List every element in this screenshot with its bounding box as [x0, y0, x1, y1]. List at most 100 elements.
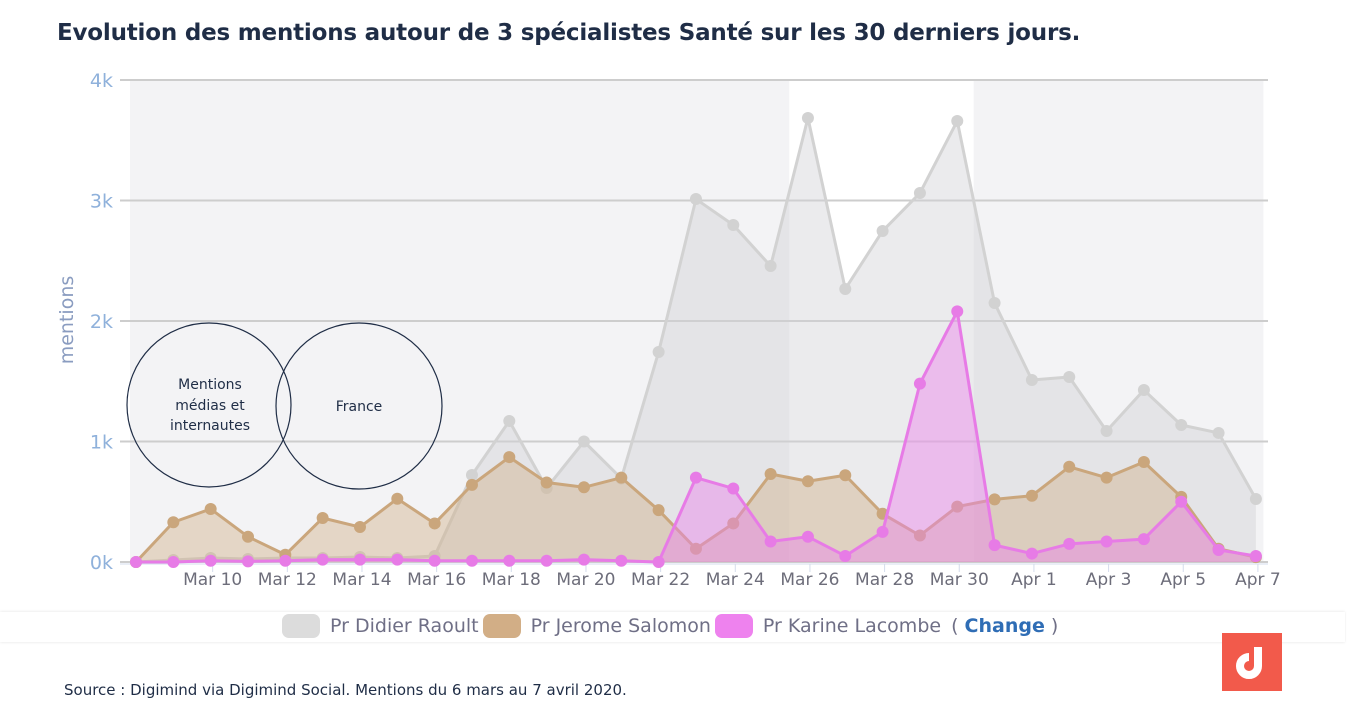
point-lacombe[interactable]: Pr Karine Lacombe — Mar 22: 0 [652, 556, 665, 568]
x-tick-label: Apr 7 [1235, 570, 1281, 590]
x-tick-label: Apr 1 [1011, 570, 1057, 590]
point-salomon[interactable]: Pr Jerome Salomon — Mar 18: 870 [503, 451, 516, 464]
point-salomon[interactable]: Pr Jerome Salomon — Mar 11: 210 [241, 530, 254, 543]
point-lacombe[interactable]: Pr Karine Lacombe — Apr 4: 190 [1137, 533, 1150, 546]
point-salomon[interactable]: Pr Jerome Salomon — Mar 9: 330 [167, 516, 180, 529]
venn-circle-left [126, 322, 292, 488]
point-salomon[interactable]: Pr Jerome Salomon — Mar 19: 660 [540, 476, 553, 489]
point-raoult[interactable]: Pr Didier Raoult — Mar 25: 2456 [764, 260, 777, 273]
point-lacombe[interactable]: Pr Karine Lacombe — Mar 9: 0 [167, 556, 180, 568]
point-salomon[interactable]: Pr Jerome Salomon — Mar 27: 720 [839, 469, 852, 482]
point-raoult[interactable]: Pr Didier Raoult — Apr 7: 523 [1249, 492, 1262, 505]
point-raoult[interactable]: Pr Didier Raoult — Mar 22: 1743 [652, 345, 665, 358]
point-salomon[interactable]: Pr Jerome Salomon — Mar 26: 670 [801, 475, 814, 488]
x-tick-label: Mar 14 [332, 570, 391, 590]
legend-label-lacombe: Pr Karine Lacombe [762, 615, 942, 637]
point-raoult[interactable]: Pr Didier Raoult — Apr 3: 1087 [1100, 425, 1113, 438]
point-salomon[interactable]: Pr Jerome Salomon — Apr 4: 830 [1137, 455, 1150, 468]
x-tick-label: Mar 16 [407, 570, 466, 590]
point-raoult[interactable]: Pr Didier Raoult — Mar 29: 3062 [913, 187, 926, 200]
point-salomon[interactable]: Pr Jerome Salomon — Mar 29: 220 [913, 529, 926, 542]
point-lacombe[interactable]: Pr Karine Lacombe — Apr 6: 100 [1212, 543, 1225, 556]
x-tick-label: Mar 28 [855, 570, 914, 590]
point-raoult[interactable]: Pr Didier Raoult — Apr 5: 1137 [1175, 418, 1188, 431]
y-tick-label: 2k [90, 311, 113, 333]
point-salomon[interactable]: Pr Jerome Salomon — Mar 23: 110 [689, 542, 702, 555]
point-raoult[interactable]: Pr Didier Raoult — Mar 30: 3660 [951, 114, 964, 127]
point-lacombe[interactable]: Pr Karine Lacombe — Mar 10: 10 [204, 554, 217, 567]
point-lacombe[interactable]: Pr Karine Lacombe — Mar 17: 10 [465, 554, 478, 567]
point-raoult[interactable]: Pr Didier Raoult — Mar 26: 3685 [801, 111, 814, 124]
point-lacombe[interactable]: Pr Karine Lacombe — Mar 31: 140 [988, 539, 1001, 552]
legend-item-raoult[interactable]: Pr Didier Raoult [282, 614, 479, 638]
point-raoult[interactable]: Pr Didier Raoult — Mar 31: 2149 [988, 297, 1001, 310]
point-salomon[interactable]: Pr Jerome Salomon — Mar 31: 520 [988, 493, 1001, 506]
point-lacombe[interactable]: Pr Karine Lacombe — Mar 21: 10 [615, 554, 628, 567]
point-raoult[interactable]: Pr Didier Raoult — Mar 24: 2797 [727, 218, 740, 231]
point-salomon[interactable]: Pr Jerome Salomon — Apr 2: 790 [1063, 460, 1076, 473]
point-salomon[interactable]: Pr Jerome Salomon — Mar 16: 320 [428, 517, 441, 530]
source-note: Source : Digimind via Digimind Social. M… [64, 681, 627, 699]
point-salomon[interactable]: Pr Jerome Salomon — Mar 22: 430 [652, 504, 665, 517]
point-lacombe[interactable]: Pr Karine Lacombe — Apr 3: 170 [1100, 535, 1113, 548]
point-lacombe[interactable]: Pr Karine Lacombe — Mar 20: 20 [577, 553, 590, 566]
point-raoult[interactable]: Pr Didier Raoult — Mar 28: 2747 [876, 224, 889, 237]
point-salomon[interactable]: Pr Jerome Salomon — Apr 3: 700 [1100, 471, 1113, 484]
change-paren-close: ) [1050, 615, 1059, 637]
point-raoult[interactable]: Pr Didier Raoult — Apr 2: 1535 [1063, 371, 1076, 384]
y-axis: 0k 1k 2k 3k 4k [90, 70, 113, 574]
point-salomon[interactable]: Pr Jerome Salomon — Mar 17: 640 [465, 478, 478, 491]
point-salomon[interactable]: Pr Jerome Salomon — Mar 15: 525 [391, 492, 404, 505]
legend-item-lacombe[interactable]: Pr Karine Lacombe [714, 614, 942, 638]
point-lacombe[interactable]: Pr Karine Lacombe — Mar 25: 170 [764, 535, 777, 548]
point-raoult[interactable]: Pr Didier Raoult — Mar 18: 1170 [503, 415, 516, 428]
point-lacombe[interactable]: Pr Karine Lacombe — Mar 27: 50 [839, 549, 852, 562]
point-lacombe[interactable]: Pr Karine Lacombe — Apr 5: 500 [1175, 495, 1188, 508]
point-lacombe[interactable]: Pr Karine Lacombe — Mar 16: 10 [428, 554, 441, 567]
point-salomon[interactable]: Pr Jerome Salomon — Mar 20: 620 [577, 481, 590, 494]
point-lacombe[interactable]: Pr Karine Lacombe — Mar 28: 250 [876, 525, 889, 538]
point-lacombe[interactable]: Pr Karine Lacombe — Mar 15: 20 [391, 553, 404, 566]
area-salomon [136, 457, 1256, 562]
point-raoult[interactable]: Pr Didier Raoult — Mar 17: 722 [465, 468, 478, 481]
point-raoult[interactable]: Pr Didier Raoult — Apr 1: 1510 [1025, 374, 1038, 387]
point-lacombe[interactable]: Pr Karine Lacombe — Mar 19: 10 [540, 554, 553, 567]
point-lacombe[interactable]: Pr Karine Lacombe — Mar 24: 610 [727, 482, 740, 495]
point-lacombe[interactable]: Pr Karine Lacombe — Apr 1: 70 [1025, 547, 1038, 560]
point-lacombe[interactable]: Pr Karine Lacombe — Mar 11: 5 [241, 555, 254, 568]
venn-circle-right [275, 322, 443, 490]
point-lacombe[interactable]: Pr Karine Lacombe — Mar 29: 1480 [913, 377, 926, 390]
point-salomon[interactable]: Pr Jerome Salomon — Mar 14: 290 [353, 521, 366, 534]
point-raoult[interactable]: Pr Didier Raoult — Mar 23: 3012 [689, 193, 702, 206]
legend-item-salomon[interactable]: Pr Jerome Salomon [482, 614, 711, 638]
point-lacombe[interactable]: Pr Karine Lacombe — Apr 7: 50 [1249, 549, 1262, 562]
point-lacombe[interactable]: Pr Karine Lacombe — Mar 30: 2080 [951, 305, 964, 318]
point-lacombe[interactable]: Pr Karine Lacombe — Mar 8: 0 [130, 556, 142, 568]
point-lacombe[interactable]: Pr Karine Lacombe — Mar 14: 20 [353, 553, 366, 566]
x-tick-label: Mar 22 [631, 570, 690, 590]
point-lacombe[interactable]: Pr Karine Lacombe — Mar 23: 700 [689, 471, 702, 484]
point-salomon[interactable]: Pr Jerome Salomon — Mar 21: 700 [615, 471, 628, 484]
point-salomon[interactable]: Pr Jerome Salomon — Mar 13: 365 [316, 512, 329, 525]
y-tick-label: 0k [90, 552, 113, 574]
x-tick-label: Apr 3 [1086, 570, 1132, 590]
point-lacombe[interactable]: Pr Karine Lacombe — Mar 12: 10 [279, 554, 292, 567]
point-raoult[interactable]: Pr Didier Raoult — Apr 6: 1071 [1212, 426, 1225, 439]
point-lacombe[interactable]: Pr Karine Lacombe — Mar 13: 20 [316, 553, 329, 566]
change-wrapper: ( Change ) [951, 615, 1058, 637]
chart-title: Evolution des mentions autour de 3 spéci… [57, 20, 1081, 46]
point-raoult[interactable]: Pr Didier Raoult — Mar 27: 2266 [839, 282, 852, 295]
change-link[interactable]: Change [964, 615, 1045, 637]
point-salomon[interactable]: Pr Jerome Salomon — Mar 24: 320 [727, 517, 740, 530]
point-salomon[interactable]: Pr Jerome Salomon — Mar 30: 460 [951, 500, 964, 513]
point-lacombe[interactable]: Pr Karine Lacombe — Mar 18: 10 [503, 554, 516, 567]
point-salomon[interactable]: Pr Jerome Salomon — Apr 1: 550 [1025, 489, 1038, 502]
point-raoult[interactable]: Pr Didier Raoult — Apr 4: 1427 [1137, 384, 1150, 397]
y-tick-label: 1k [90, 432, 113, 454]
point-salomon[interactable]: Pr Jerome Salomon — Mar 10: 440 [204, 502, 217, 515]
point-lacombe[interactable]: Pr Karine Lacombe — Apr 2: 150 [1063, 537, 1076, 550]
point-salomon[interactable]: Pr Jerome Salomon — Mar 25: 730 [764, 468, 777, 481]
x-tick-label: Mar 18 [482, 570, 541, 590]
point-lacombe[interactable]: Pr Karine Lacombe — Mar 26: 210 [801, 530, 814, 543]
point-raoult[interactable]: Pr Didier Raoult — Mar 20: 1000 [577, 435, 590, 448]
